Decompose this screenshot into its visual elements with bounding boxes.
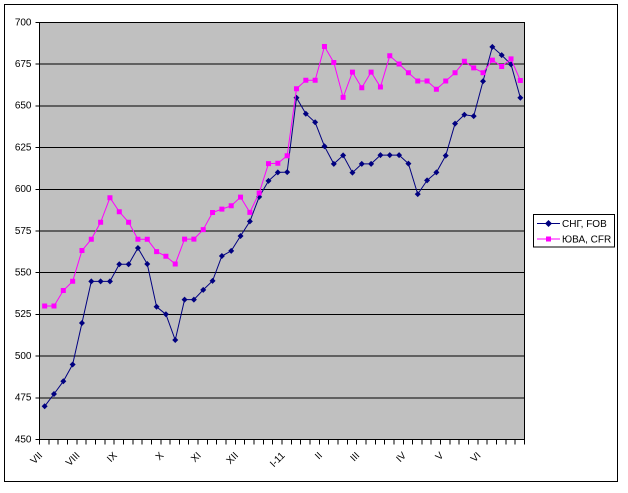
svg-text:ЮВА, CFR: ЮВА, CFR [562,235,611,246]
svg-text:СНГ, FOB: СНГ, FOB [562,219,607,230]
svg-text:475: 475 [15,393,32,404]
svg-text:650: 650 [15,101,32,112]
svg-text:625: 625 [15,142,32,153]
svg-text:675: 675 [15,59,32,70]
svg-text:600: 600 [15,184,32,195]
svg-text:500: 500 [15,351,32,362]
svg-text:II: II [313,450,325,462]
svg-text:525: 525 [15,309,32,320]
svg-text:700: 700 [15,17,32,28]
svg-text:550: 550 [15,268,32,279]
svg-text:450: 450 [15,434,32,445]
svg-text:575: 575 [15,226,32,237]
